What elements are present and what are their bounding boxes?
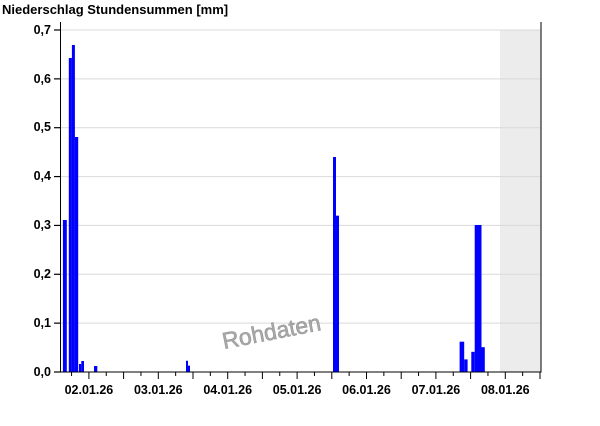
svg-text:0,2: 0,2	[34, 267, 51, 281]
svg-text:06.01.26: 06.01.26	[342, 383, 391, 397]
svg-text:03.01.26: 03.01.26	[134, 383, 183, 397]
svg-text:02.01.26: 02.01.26	[65, 383, 114, 397]
svg-text:0,7: 0,7	[34, 23, 51, 37]
svg-text:0,4: 0,4	[34, 169, 51, 183]
svg-text:0,0: 0,0	[34, 365, 51, 379]
svg-text:0,6: 0,6	[34, 72, 51, 86]
svg-text:0,1: 0,1	[34, 316, 51, 330]
svg-text:0,3: 0,3	[34, 218, 51, 232]
svg-text:05.01.26: 05.01.26	[273, 383, 322, 397]
svg-text:Rohdaten: Rohdaten	[220, 309, 323, 354]
svg-text:08.01.26: 08.01.26	[481, 383, 530, 397]
svg-text:0,5: 0,5	[34, 120, 51, 134]
svg-text:04.01.26: 04.01.26	[203, 383, 252, 397]
svg-text:07.01.26: 07.01.26	[412, 383, 461, 397]
